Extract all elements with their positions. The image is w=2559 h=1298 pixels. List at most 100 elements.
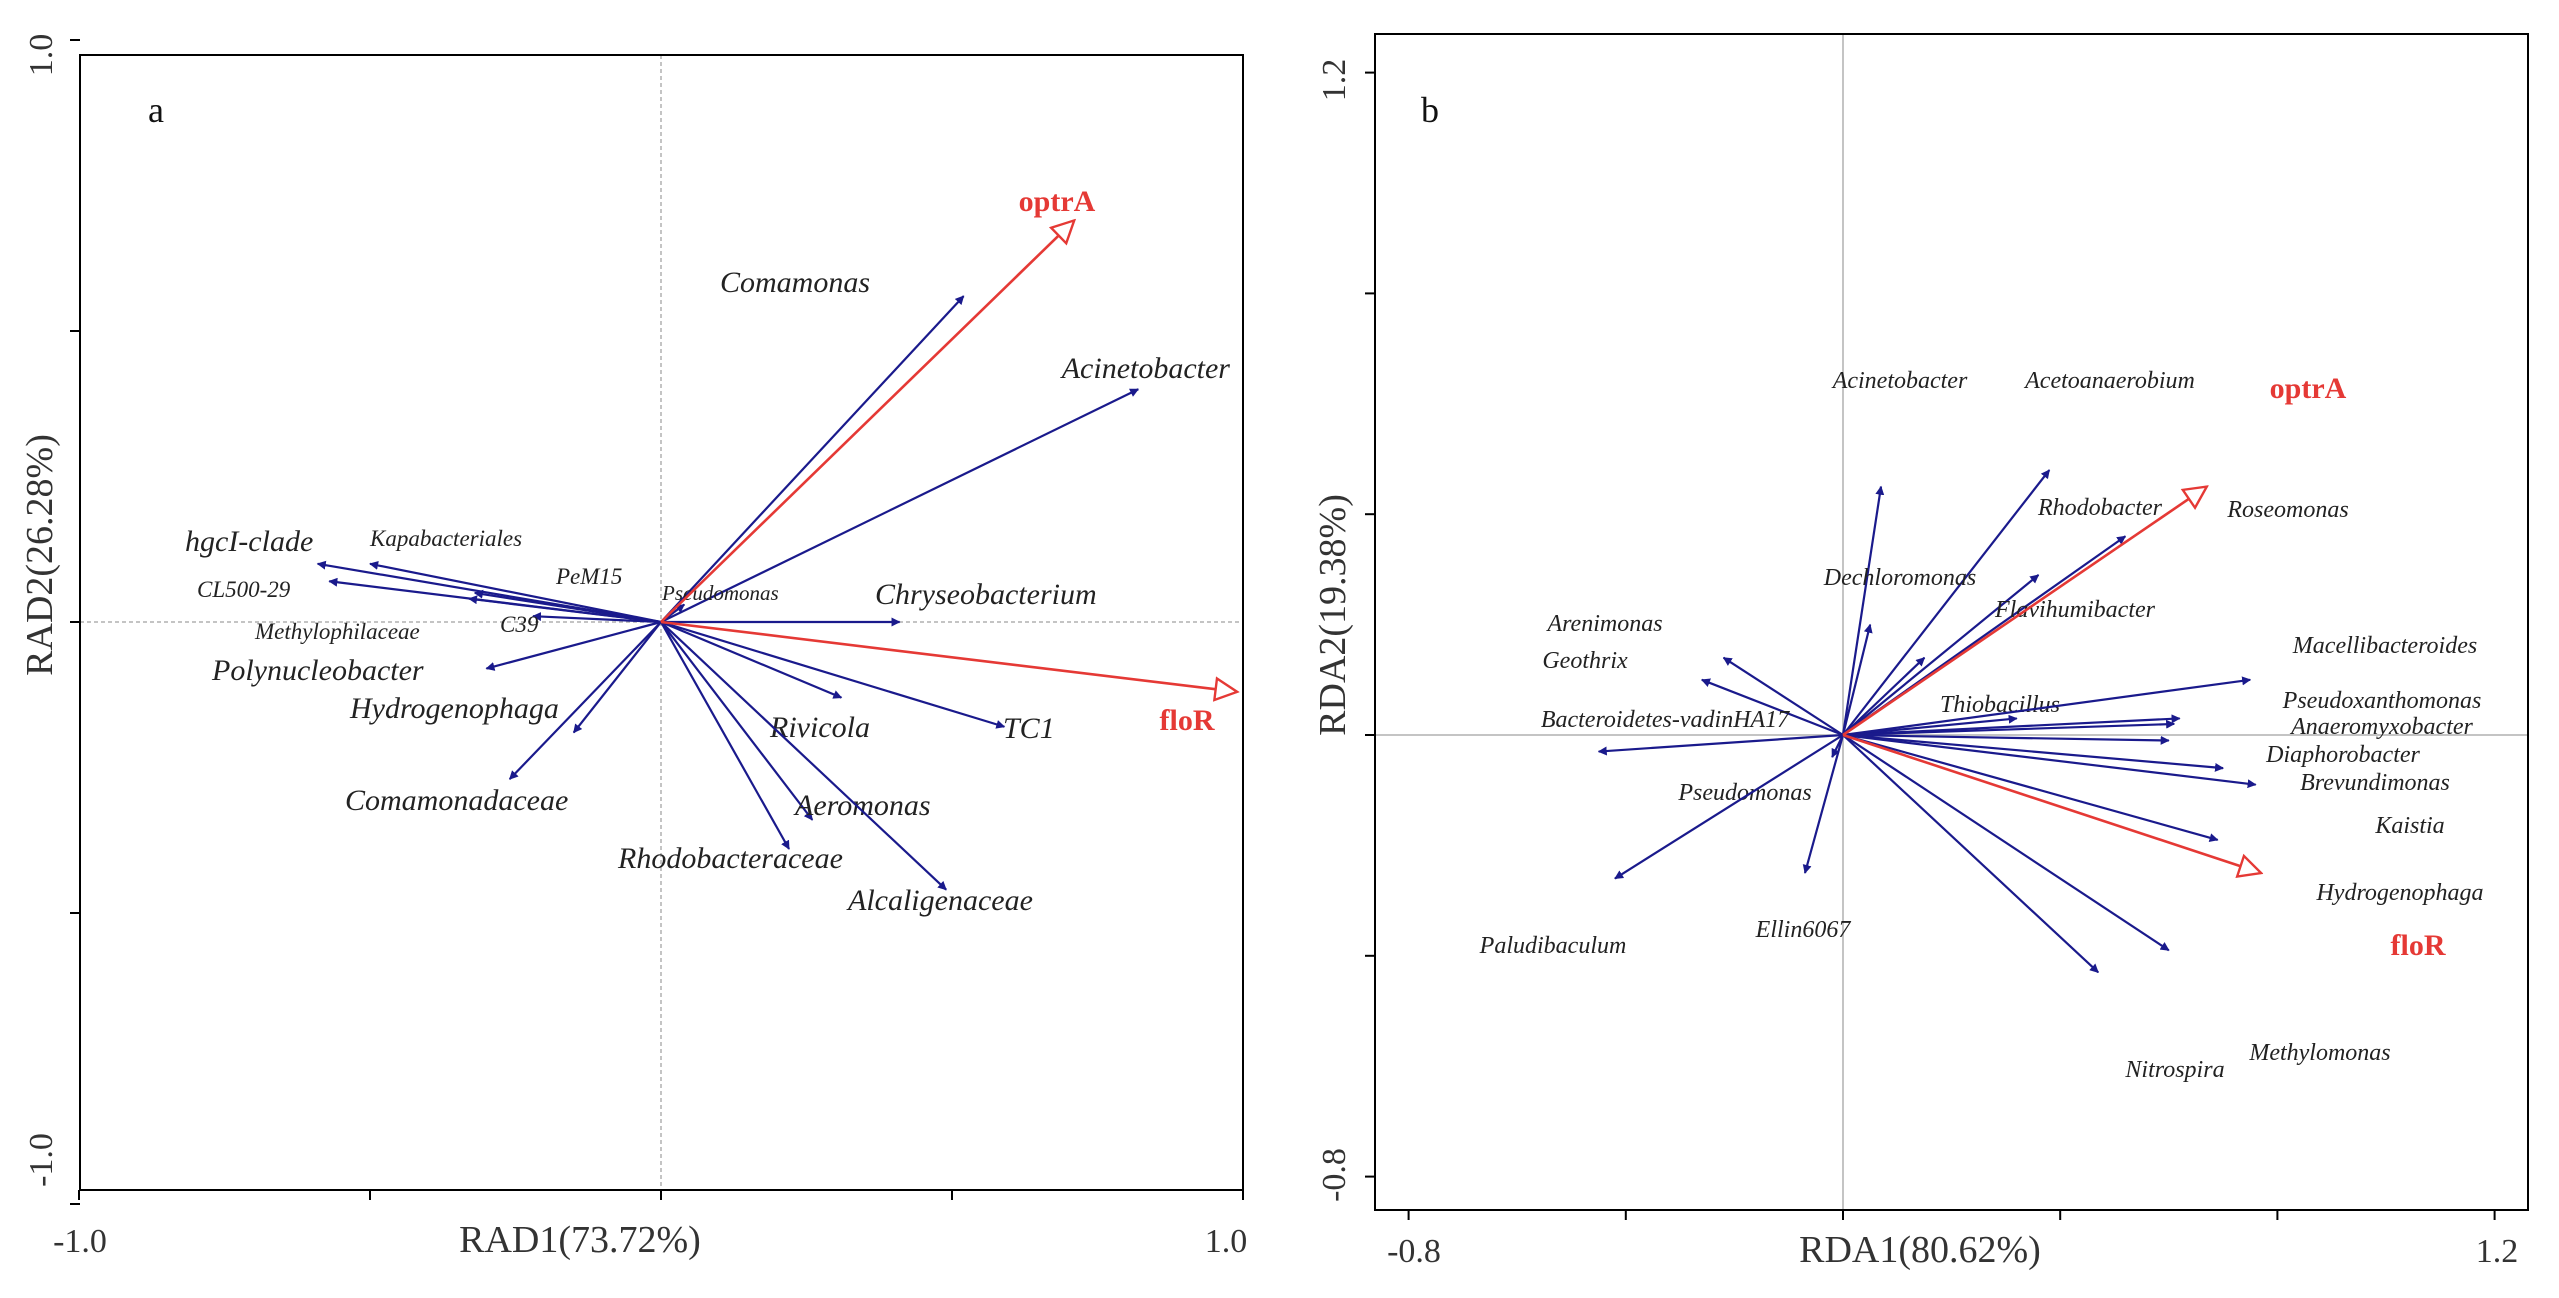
panel-b-gene-arrow-optra (1842, 487, 2207, 737)
panel-b-y-axis-title: RDA2(19.38%) (1312, 494, 1354, 736)
panel-b-species-label-ellin6067: Ellin6067 (1755, 917, 1852, 943)
panel-b-species-label-brevundimonas: Brevundimonas (2300, 770, 2450, 796)
panel-b-species-arrow-macellibacteroides (1842, 676, 2252, 737)
panel-a-species-label-kapabacteriales: Kapabacteriales (369, 526, 522, 551)
panel-b-species-label-hydrogenophaga: Hydrogenophaga (2315, 880, 2483, 906)
panel-b-species-arrow-diaphorobacter (1842, 733, 2170, 745)
panel-b-species-label-anaeromyxobacter: Anaeromyxobacter (2289, 714, 2473, 740)
panel-a-species-label-methylophilaceae: Methylophilaceae (254, 619, 420, 644)
panel-b-gene-label-optra: optrA (2270, 372, 2347, 405)
panel-b-species-label-methylomonas: Methylomonas (2248, 1040, 2390, 1066)
panel-a-species-label-alcaligenaceae: Alcaligenaceae (846, 884, 1033, 917)
panel-a-species-arrow-hydrogenophaga (572, 621, 662, 734)
panel-a-species-arrow-acinetobacter (660, 388, 1140, 623)
panel-b-xtick-right: 1.2 (2476, 1233, 2519, 1270)
panel-b-species-label-rhodobacter: Rhodobacter (2037, 495, 2163, 521)
panel-a-species-label-hgci-clade: hgcI-clade (185, 525, 313, 558)
panel-a-species-label-aeromonas: Aeromonas (793, 789, 931, 822)
panel-a-species-arrow-tc1 (660, 620, 1006, 729)
panel-b: Acinetobacter Acetoanaerobium Rhodobacter R… (1312, 33, 2529, 1271)
panel-a-species-arrow-rivicola (660, 620, 843, 699)
panel-a-ticks (70, 39, 1244, 1205)
panel-a-species-label-cl500-29: CL500-29 (197, 577, 291, 602)
panel-b-species-label-kaistia: Kaistia (2374, 813, 2444, 839)
panel-b-species-arrow-rhodobacter (1842, 574, 2040, 736)
panel-b-species-arrow-brevundimonas (1842, 733, 2224, 772)
panel-b-species-label-pseudomonas: Pseudomonas (1677, 780, 1811, 806)
panel-b-species-arrow-bacteroidetes-vadinha17 (1597, 733, 1844, 756)
panel-b-frame (1374, 33, 2529, 1211)
panel-b-species-label-flavihumibacter: Flavihumibacter (1994, 597, 2156, 623)
panel-b-species-label-bacteroidetes-vadinha17: Bacteroidetes-vadinHA17 (1541, 707, 1790, 733)
panel-a-species-arrow-polynucleobacter (485, 620, 662, 671)
panel-b-species-arrow-hydrogenophaga (1842, 733, 2219, 843)
panel-a-frame (79, 54, 1244, 1191)
panel-b-species-arrow-dechloromonas (1841, 623, 1873, 736)
panel-a-ytick-top: 1.0 (23, 34, 60, 77)
panel-a-species-arrow-kapabacteriales (369, 560, 662, 624)
panel-a-species-label-pseudomonas: Pseudomonas (661, 581, 779, 605)
panel-b-species-label-acinetobacter: Acinetobacter (1831, 368, 1968, 394)
panel-a-species-arrow-c39 (532, 612, 662, 624)
panel-b-species-label-paludibaculum: Paludibaculum (1479, 933, 1627, 959)
panel-a-species-arrow-methylophilaceae (468, 595, 662, 624)
panel-b-species-arrow-flavihumibacter (1842, 656, 1926, 736)
panel-a-species-label-polynucleobacter: Polynucleobacter (211, 654, 424, 687)
panel-a-species-label-c39: C39 (500, 612, 539, 637)
panel-b-species-label-nitrospira: Nitrospira (2124, 1057, 2224, 1083)
panel-b-x-axis-title: RDA1(80.62%) (1799, 1229, 2041, 1271)
panel-a-species-label-acinetobacter: Acinetobacter (1060, 352, 1231, 385)
panel-b-species-arrow-ellin6067 (1802, 734, 1845, 874)
panel-a-x-axis-title: RAD1(73.72%) (459, 1219, 701, 1261)
panel-b-ytick-bottom: -0.8 (1316, 1148, 1353, 1202)
panel-b-species-arrow-nitrospira (1842, 734, 2099, 974)
panel-a-species-arrow-alcaligenaceae (660, 621, 947, 891)
panel-b-ticks (1365, 71, 2496, 1220)
panel-a-marks: Comamonas Acinetobacter Chryseobacterium Ps… (185, 185, 1237, 917)
panel-a-species-arrow-rhodobacteraceae (660, 621, 790, 850)
panel-b-species-label-pseudoxanthomonas: Pseudoxanthomonas (2282, 688, 2482, 714)
panel-a-xtick-left: -1.0 (53, 1223, 107, 1260)
panel-a-letter: a (148, 90, 164, 130)
panel-a-y-axis-title: RAD2(26.28%) (19, 434, 61, 676)
panel-b-species-label-roseomonas: Roseomonas (2226, 497, 2348, 523)
panel-b-species-arrow-paludibaculum (1614, 734, 1844, 880)
panel-b-species-arrow-arenimonas (1722, 656, 1844, 736)
panel-b-species-arrow-kaistia (1842, 733, 2257, 789)
panel-a-gene-label-flor: floR (1160, 704, 1215, 737)
panel-a-gene-arrow-optra (660, 220, 1074, 623)
panel-b-species-label-dechloromonas: Dechloromonas (1823, 565, 1976, 591)
panel-a-species-arrow-comamonadaceae (508, 621, 662, 780)
panel-a-species-label-rhodobacteraceae: Rhodobacteraceae (617, 842, 843, 875)
panel-a: Comamonas Acinetobacter Chryseobacterium Ps… (19, 34, 1247, 1261)
panel-a-species-arrow-aeromonas (660, 621, 814, 821)
panel-a-species-label-comamonas: Comamonas (720, 266, 870, 299)
panel-b-species-label-arenimonas: Arenimonas (1545, 611, 1662, 637)
panel-b-species-label-macellibacteroides: Macellibacteroides (2292, 633, 2477, 659)
panel-b-species-arrow-acinetobacter (1841, 485, 1885, 736)
panel-b-species-arrow-acetoanaerobium (1842, 469, 2051, 736)
panel-b-marks: Acinetobacter Acetoanaerobium Rhodobacter R… (1479, 368, 2484, 1083)
panel-b-xtick-left: -0.8 (1387, 1233, 1441, 1270)
panel-a-species-label-comamonadaceae: Comamonadaceae (345, 784, 568, 817)
panel-b-species-arrow-methylomonas (1842, 734, 2170, 952)
panel-b-letter: b (1421, 90, 1439, 130)
panel-a-species-label-hydrogenophaga: Hydrogenophaga (349, 692, 559, 725)
panel-b-gene-label-flor: floR (2391, 929, 2446, 962)
panel-b-species-label-geothrix: Geothrix (1542, 648, 1628, 674)
panel-b-species-arrow-anaeromyxobacter (1842, 719, 2176, 737)
panel-b-species-label-diaphorobacter: Diaphorobacter (2265, 742, 2420, 768)
panel-b-species-arrow-geothrix (1700, 678, 1844, 737)
panel-a-species-label-tc1: TC1 (1003, 712, 1055, 745)
panel-b-species-arrow-thiobacillus (1842, 714, 2018, 737)
panel-a-species-label-pem15: PeM15 (555, 564, 622, 589)
panel-a-xtick-right: 1.0 (1205, 1223, 1248, 1260)
panel-a-species-label-chryseobacterium: Chryseobacterium (875, 578, 1097, 611)
panel-b-species-label-acetoanaerobium: Acetoanaerobium (2023, 368, 2195, 394)
panel-a-species-arrow-comamonas (660, 295, 965, 623)
panel-a-gene-label-optra: optrA (1019, 185, 1096, 218)
panel-a-ytick-bottom: -1.0 (23, 1133, 60, 1187)
panel-a-gene-arrow-flor (660, 620, 1237, 692)
panel-b-gene-arrow-flor (1842, 733, 2261, 873)
